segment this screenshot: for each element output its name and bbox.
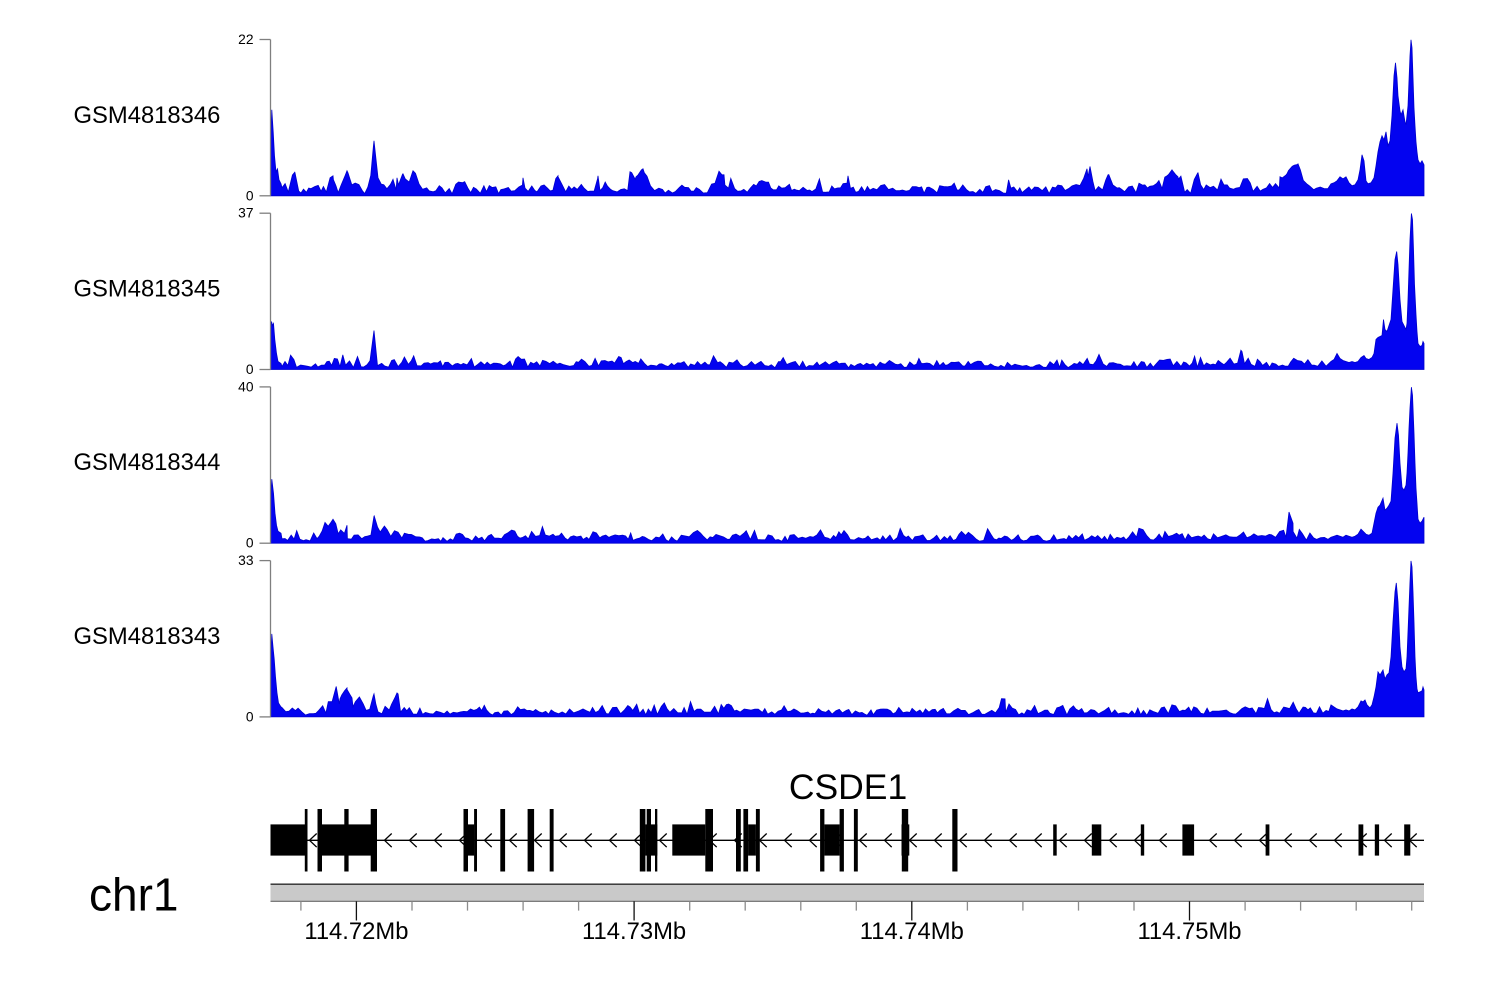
svg-text:40: 40 — [238, 379, 254, 394]
svg-text:0: 0 — [246, 536, 254, 551]
svg-text:GSM4818346: GSM4818346 — [74, 102, 221, 129]
svg-text:0: 0 — [246, 362, 254, 377]
svg-text:GSM4818345: GSM4818345 — [74, 276, 221, 303]
svg-text:0: 0 — [246, 188, 254, 203]
svg-text:114.74Mb: 114.74Mb — [860, 918, 964, 945]
svg-text:GSM4818343: GSM4818343 — [74, 623, 221, 650]
svg-text:37: 37 — [238, 206, 253, 221]
svg-text:chr1: chr1 — [89, 868, 178, 920]
svg-text:114.73Mb: 114.73Mb — [582, 918, 686, 945]
svg-text:33: 33 — [238, 553, 254, 568]
svg-text:CSDE1: CSDE1 — [789, 767, 907, 807]
svg-text:114.72Mb: 114.72Mb — [304, 918, 408, 945]
svg-text:0: 0 — [246, 709, 254, 724]
svg-text:GSM4818344: GSM4818344 — [74, 449, 221, 476]
svg-text:114.75Mb: 114.75Mb — [1137, 918, 1241, 945]
svg-text:22: 22 — [238, 32, 253, 47]
